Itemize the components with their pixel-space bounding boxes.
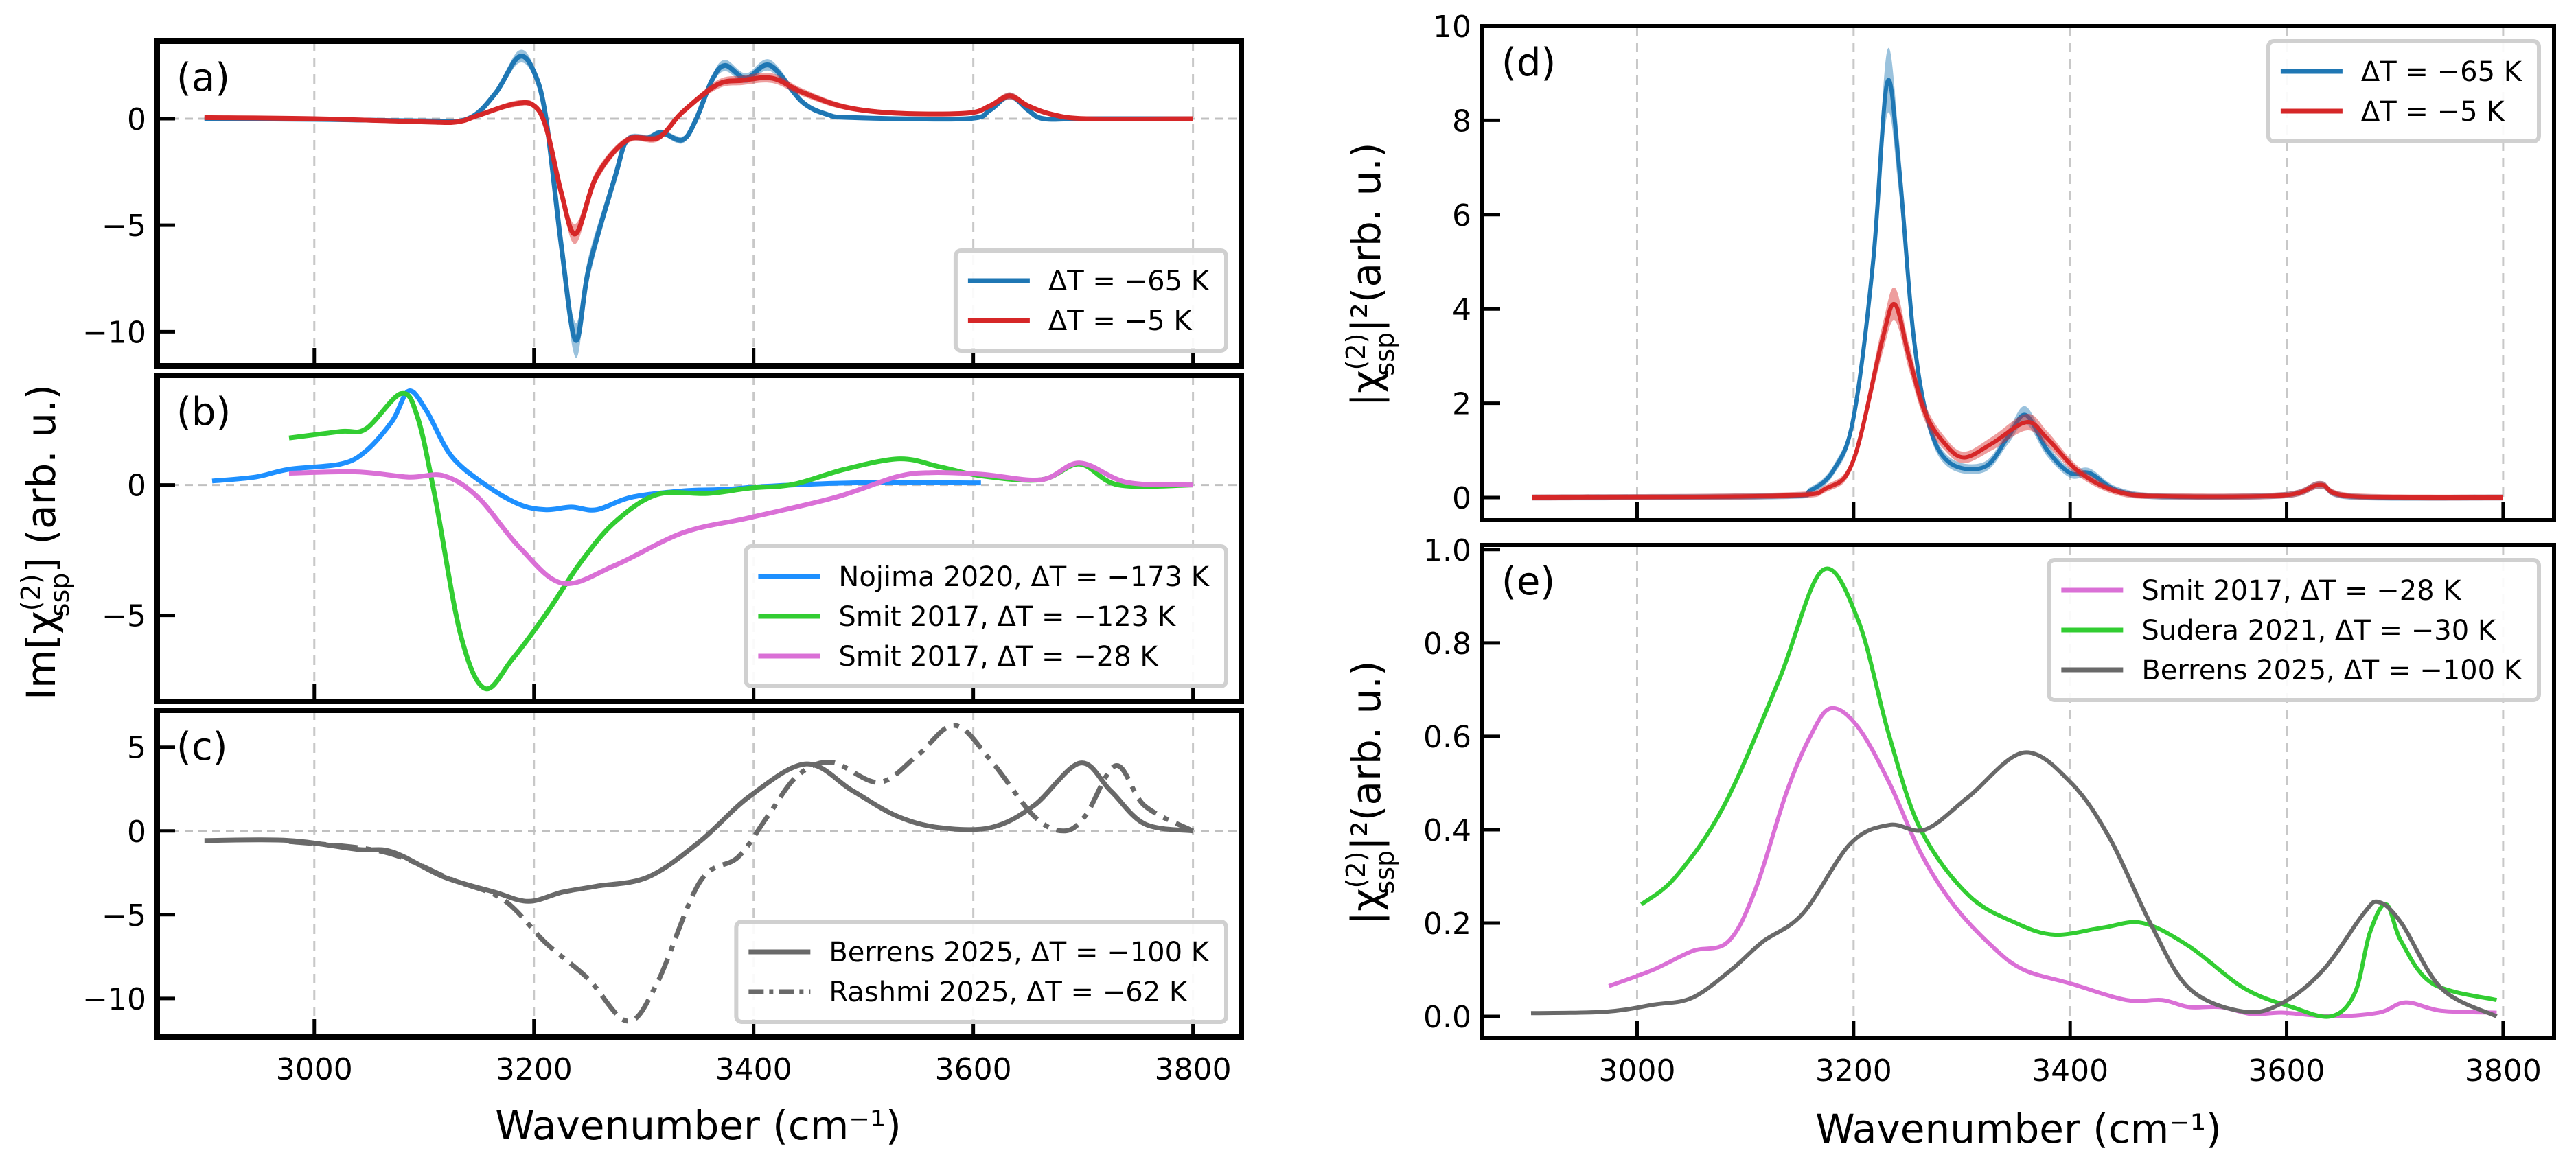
legend-label: Nojima 2020, ΔT = −173 K	[838, 561, 1210, 593]
legend: ΔT = −65 K ΔT = −5 K	[2266, 39, 2541, 143]
x-tick-label: 3600	[2249, 1053, 2325, 1088]
panel-e: 3000 3200 3400 3600 3800 0.0 0.2 0.4 0.6 0.8 1.0 (e…	[1423, 533, 2556, 1088]
axes-frame	[154, 708, 1244, 1040]
panel-b: 0 −5 (b) Nojima 2020, ΔT = −173 K Smit 2017,…	[102, 373, 1244, 704]
panel-label: (d)	[1502, 40, 1556, 85]
legend-label: ΔT = −65 K	[2361, 56, 2523, 88]
series-line-1	[1640, 566, 2498, 1019]
panel-c: 3000 3200 3400 3600 3800 5 0 −5 −10 (c) Berrens 20…	[82, 708, 1244, 1087]
y-tick-label: 5	[127, 731, 146, 766]
series-line-1	[204, 75, 1193, 237]
x-tick-label: 3400	[2032, 1053, 2108, 1088]
y-tick-label: 4	[1452, 292, 1471, 327]
y-tick-label: 8	[1452, 104, 1471, 139]
y-tick-label: 0	[127, 469, 146, 504]
x-tick-label: 3600	[935, 1052, 1012, 1087]
x-axis-label-right: Wavenumber (cm⁻¹)	[1815, 1106, 2222, 1152]
y-tick-label: 0.8	[1423, 627, 1471, 662]
axes-frame	[1480, 24, 2556, 522]
legend-label: Berrens 2025, ΔT = −100 K	[829, 937, 1210, 968]
panel-label: (a)	[176, 56, 230, 100]
series-line-1	[1532, 302, 2503, 500]
y-tick-label: −10	[82, 982, 146, 1017]
y-tick-label: 0.2	[1423, 907, 1471, 942]
legend-box	[2047, 558, 2541, 702]
y-axis-label-d: |χ(2)ssp|²(arb. u.)	[1341, 143, 1400, 407]
x-tick-label: 3000	[276, 1052, 353, 1087]
y-tick-label: 0.0	[1423, 1000, 1471, 1035]
legend: ΔT = −65 K ΔT = −5 K	[953, 248, 1228, 353]
y-tick-label: 10	[1433, 10, 1471, 45]
x-tick-label: 3400	[715, 1052, 792, 1087]
x-tick-label: 3800	[1155, 1052, 1232, 1087]
y-tick-label: 1.0	[1423, 533, 1471, 568]
legend-label: Smit 2017, ΔT = −28 K	[838, 641, 1159, 673]
x-tick-label: 3000	[1598, 1053, 1675, 1088]
legend-label: Smit 2017, ΔT = −28 K	[2141, 575, 2462, 607]
y-tick-label: −5	[102, 898, 146, 933]
legend-box	[953, 248, 1228, 353]
y-tick-label: 0	[127, 815, 146, 850]
legend-label: Sudera 2021, ΔT = −30 K	[2141, 615, 2497, 646]
x-tick-label: 3200	[496, 1052, 573, 1087]
legend-box	[2266, 39, 2541, 143]
x-tick-label: 3800	[2465, 1053, 2542, 1088]
legend-box	[734, 920, 1228, 1024]
series-line-1	[288, 723, 1195, 1024]
legend-label: Smit 2017, ΔT = −123 K	[838, 601, 1176, 633]
axes-frame	[1480, 543, 2556, 1040]
legend: Nojima 2020, ΔT = −173 K Smit 2017, ΔT = …	[744, 544, 1228, 688]
legend: Berrens 2025, ΔT = −100 K Rashmi 2025, ΔT…	[734, 920, 1228, 1024]
legend-label: ΔT = −5 K	[1048, 305, 1193, 337]
panel-label: (c)	[176, 725, 227, 769]
y-tick-label: 6	[1452, 198, 1471, 233]
x-axis-label-left: Wavenumber (cm⁻¹)	[495, 1102, 901, 1149]
legend-box	[744, 544, 1228, 688]
legend-label: Berrens 2025, ΔT = −100 K	[2141, 655, 2522, 686]
y-tick-label: 0	[127, 102, 146, 137]
legend-label: ΔT = −5 K	[2361, 96, 2505, 128]
panel-d: 0 2 4 6 8 10 (d) ΔT = −65 K ΔT = −5 K	[1433, 10, 2556, 522]
y-tick-label: −5	[102, 599, 146, 634]
y-tick-label: −5	[102, 209, 146, 244]
axes-frame	[154, 38, 1244, 369]
panel-label: (b)	[176, 390, 231, 434]
series-line-2	[288, 460, 1193, 587]
axes-frame	[154, 373, 1244, 704]
x-tick-label: 3200	[1815, 1053, 1892, 1088]
panel-a: 0 −5 −10 (a) ΔT = −65 K ΔT = −5 K	[82, 38, 1244, 369]
legend: Smit 2017, ΔT = −28 K Sudera 2021, ΔT = −…	[2047, 558, 2541, 702]
y-tick-label: 0.4	[1423, 813, 1471, 848]
y-tick-label: −10	[82, 315, 146, 350]
y-tick-label: 0.6	[1423, 720, 1471, 755]
panel-label: (e)	[1502, 559, 1555, 604]
y-axis-label-e: |χ(2)ssp|²(arb. u.)	[1341, 661, 1400, 925]
series-line-2	[1530, 750, 2498, 1018]
y-tick-label: 0	[1452, 481, 1471, 516]
y-tick-label: 2	[1452, 387, 1471, 422]
legend-label: Rashmi 2025, ΔT = −62 K	[829, 977, 1188, 1008]
y-axis-label-left: Im[χ(2)ssp] (arb. u.)	[16, 384, 75, 700]
legend-label: ΔT = −65 K	[1048, 266, 1210, 297]
